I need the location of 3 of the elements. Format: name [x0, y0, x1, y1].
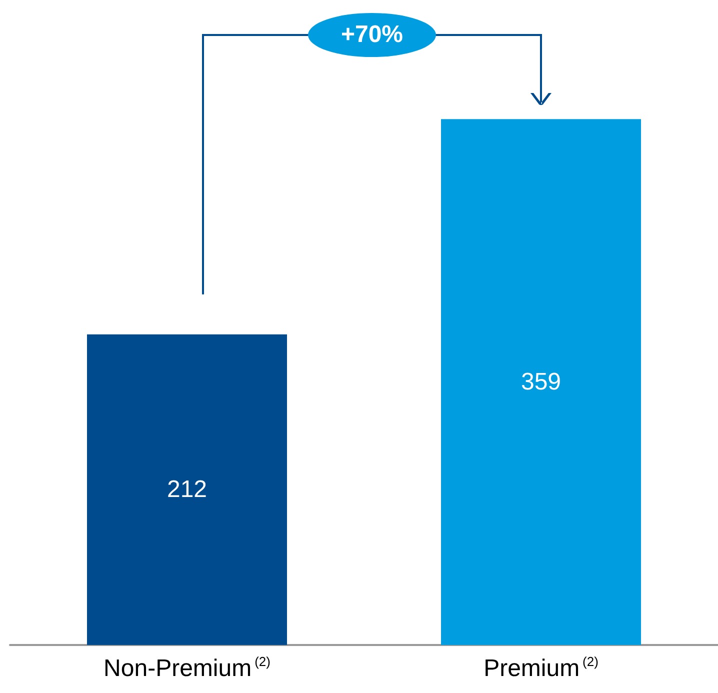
text: +70%	[308, 13, 436, 57]
data-label: 359	[520, 368, 562, 396]
data-label: 212	[166, 476, 208, 504]
